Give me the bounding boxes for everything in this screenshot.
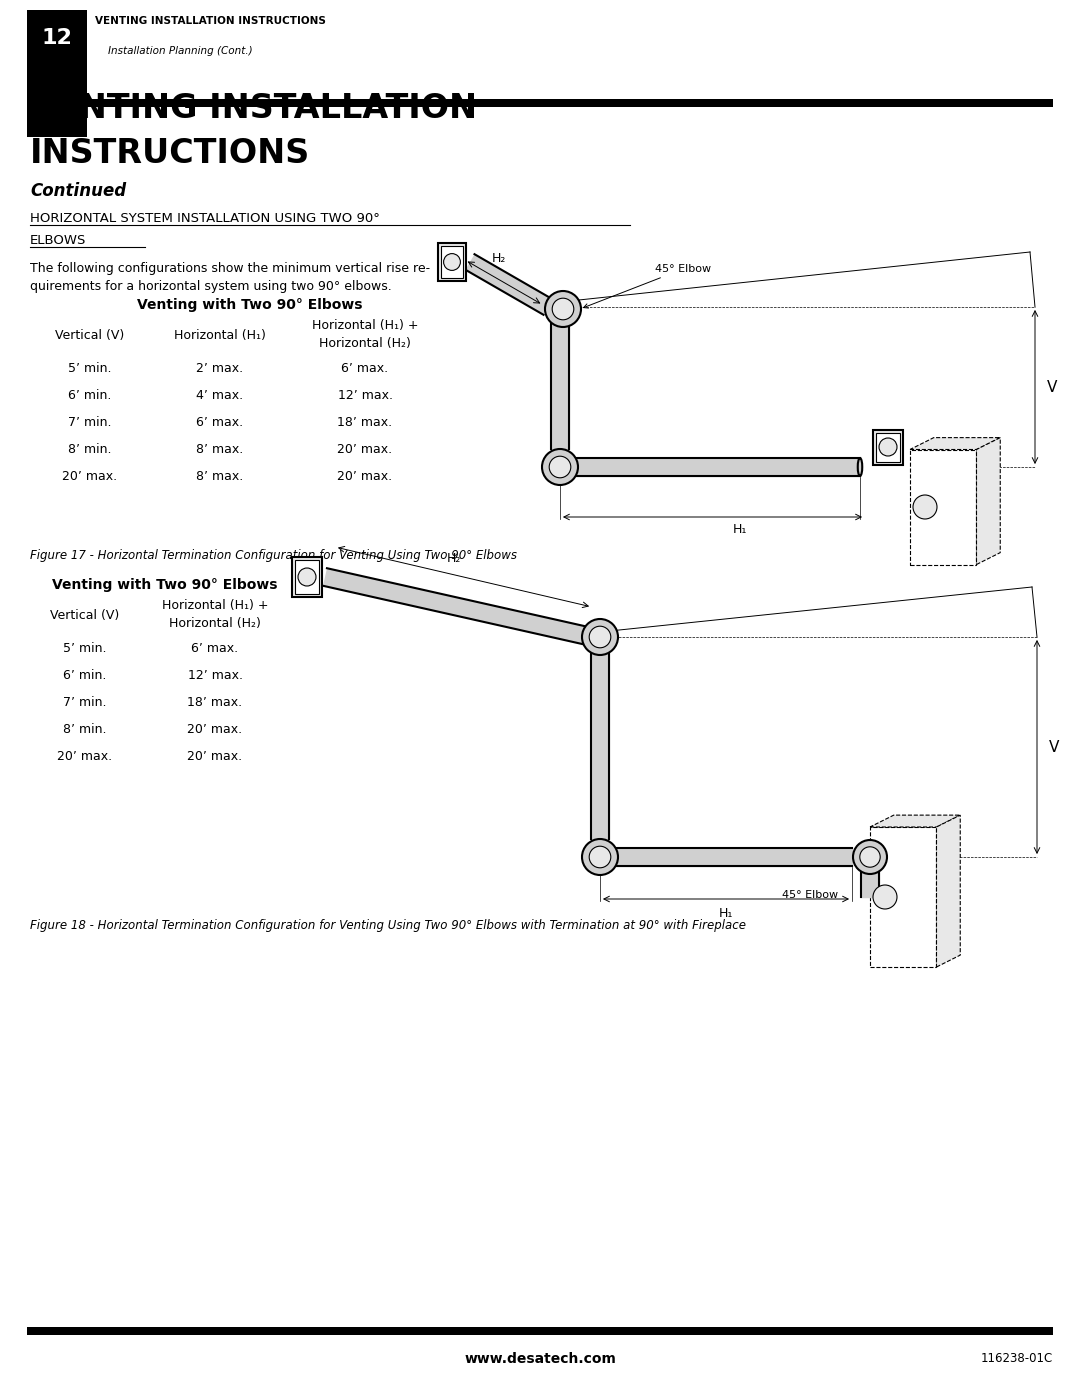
Text: ELBOWS: ELBOWS <box>30 235 86 247</box>
Text: www.desatech.com: www.desatech.com <box>464 1352 616 1366</box>
Circle shape <box>913 495 937 520</box>
Polygon shape <box>910 450 976 564</box>
Text: HORIZONTAL SYSTEM INSTALLATION USING TWO 90°: HORIZONTAL SYSTEM INSTALLATION USING TWO… <box>30 212 380 225</box>
Bar <box>27 10 87 67</box>
Polygon shape <box>870 827 936 967</box>
Text: 18’ max.: 18’ max. <box>188 696 243 710</box>
Circle shape <box>860 847 880 868</box>
Circle shape <box>582 840 618 875</box>
Text: 20’ max.: 20’ max. <box>57 750 112 763</box>
Polygon shape <box>323 569 594 645</box>
Text: 45° Elbow: 45° Elbow <box>782 890 838 900</box>
Text: Installation Planning (Cont.): Installation Planning (Cont.) <box>95 46 253 56</box>
Text: Figure 17 - Horizontal Termination Configuration for Venting Using Two 90° Elbow: Figure 17 - Horizontal Termination Confi… <box>30 549 517 562</box>
Bar <box>441 246 463 278</box>
Ellipse shape <box>597 848 603 866</box>
Text: 2’ max.: 2’ max. <box>197 362 244 374</box>
Bar <box>295 560 319 594</box>
Text: Venting with Two 90° Elbows: Venting with Two 90° Elbows <box>137 298 363 312</box>
Text: 5’ min.: 5’ min. <box>68 362 111 374</box>
Bar <box>292 557 322 597</box>
Text: 7’ min.: 7’ min. <box>64 696 107 710</box>
Text: H₁: H₁ <box>733 522 747 536</box>
Text: 6’ max.: 6’ max. <box>191 643 239 655</box>
Bar <box>873 429 903 464</box>
Text: 12: 12 <box>41 28 72 49</box>
Text: 12’ max.: 12’ max. <box>337 388 392 402</box>
Text: 6’ min.: 6’ min. <box>68 388 111 402</box>
Text: 5’ min.: 5’ min. <box>64 643 107 655</box>
Text: Continued: Continued <box>30 182 126 200</box>
Text: Horizontal (H₂): Horizontal (H₂) <box>319 337 410 351</box>
Text: 45° Elbow: 45° Elbow <box>583 264 711 309</box>
Text: 116238-01C: 116238-01C <box>981 1352 1053 1365</box>
Polygon shape <box>976 437 1000 564</box>
Circle shape <box>879 439 897 455</box>
Text: 20’ max.: 20’ max. <box>188 750 243 763</box>
Text: 7’ min.: 7’ min. <box>68 416 111 429</box>
Text: 8’ min.: 8’ min. <box>64 724 107 736</box>
Circle shape <box>582 619 618 655</box>
Text: VENTING INSTALLATION INSTRUCTIONS: VENTING INSTALLATION INSTRUCTIONS <box>95 15 326 27</box>
Text: 18’ max.: 18’ max. <box>337 416 392 429</box>
Ellipse shape <box>551 305 569 309</box>
Text: 4’ max.: 4’ max. <box>197 388 244 402</box>
Polygon shape <box>910 437 1000 450</box>
Circle shape <box>552 298 573 320</box>
Text: 20’ max.: 20’ max. <box>63 469 118 483</box>
Text: Horizontal (H₁) +: Horizontal (H₁) + <box>162 599 268 612</box>
Text: 20’ max.: 20’ max. <box>188 724 243 736</box>
Ellipse shape <box>858 458 862 476</box>
Circle shape <box>444 254 460 271</box>
Bar <box>27 1327 1053 1336</box>
Text: VENTING INSTALLATION: VENTING INSTALLATION <box>30 92 477 124</box>
Circle shape <box>873 886 897 909</box>
Text: H₁: H₁ <box>719 907 733 921</box>
Bar <box>438 243 465 281</box>
Polygon shape <box>465 254 553 314</box>
Text: V: V <box>1047 380 1057 394</box>
Text: INSTRUCTIONS: INSTRUCTIONS <box>30 137 310 170</box>
Text: Horizontal (H₂): Horizontal (H₂) <box>170 617 261 630</box>
Text: Horizontal (H₁) +: Horizontal (H₁) + <box>312 319 418 332</box>
Text: 6’ min.: 6’ min. <box>64 669 107 682</box>
Polygon shape <box>936 814 960 967</box>
Circle shape <box>590 626 611 648</box>
Text: V: V <box>1049 739 1059 754</box>
Circle shape <box>298 569 316 585</box>
Text: 20’ max.: 20’ max. <box>337 469 392 483</box>
Bar <box>27 67 87 137</box>
Text: 6’ max.: 6’ max. <box>341 362 389 374</box>
Text: 12’ max.: 12’ max. <box>188 669 243 682</box>
Text: 8’ min.: 8’ min. <box>68 443 111 455</box>
Circle shape <box>590 847 611 868</box>
Circle shape <box>545 291 581 327</box>
Text: Horizontal (H₁): Horizontal (H₁) <box>174 330 266 342</box>
Bar <box>27 99 1053 108</box>
Text: 20’ max.: 20’ max. <box>337 443 392 455</box>
Text: Vertical (V): Vertical (V) <box>51 609 120 622</box>
Text: H₂: H₂ <box>491 251 507 264</box>
Text: 8’ max.: 8’ max. <box>197 443 244 455</box>
Polygon shape <box>870 814 960 827</box>
Bar <box>876 433 900 461</box>
Text: H₂: H₂ <box>446 552 461 564</box>
Circle shape <box>542 448 578 485</box>
Text: Venting with Two 90° Elbows: Venting with Two 90° Elbows <box>52 578 278 592</box>
Text: 8’ max.: 8’ max. <box>197 469 244 483</box>
Text: The following configurations show the minimum vertical rise re-
quirements for a: The following configurations show the mi… <box>30 263 430 293</box>
Text: Figure 18 - Horizontal Termination Configuration for Venting Using Two 90° Elbow: Figure 18 - Horizontal Termination Confi… <box>30 919 746 932</box>
Text: Vertical (V): Vertical (V) <box>55 330 124 342</box>
Text: 6’ max.: 6’ max. <box>197 416 244 429</box>
Circle shape <box>550 457 571 478</box>
Ellipse shape <box>591 634 609 640</box>
Circle shape <box>853 840 887 875</box>
